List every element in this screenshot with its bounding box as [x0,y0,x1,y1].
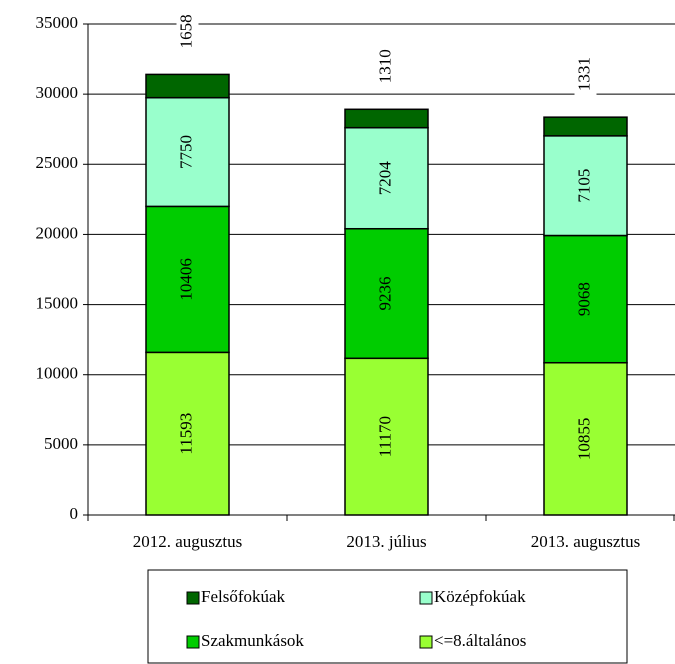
bar-segment [543,135,628,237]
bar-segment [543,116,628,137]
y-tick-label: 20000 [36,223,79,242]
bar-segment [344,227,429,360]
legend-swatch [186,591,200,605]
y-tick-label: 35000 [36,13,79,32]
legend-label: <=8.általános [434,631,526,650]
bar-segment [344,126,429,230]
bar-segment [543,361,628,516]
value-label: 1310 [375,49,394,83]
value-label: 11170 [375,416,394,457]
y-tick-label: 0 [70,504,79,523]
value-label: 9068 [574,282,593,316]
value-label: 1331 [574,57,593,91]
y-tick-label: 5000 [44,434,78,453]
x-tick-label: 2012. augusztus [133,532,243,551]
legend-label: Szakmunkások [201,631,304,650]
value-label: 7204 [375,161,394,196]
legend-label: Felsőfokúak [201,587,286,606]
value-label: 10406 [176,258,195,301]
y-tick-label: 15000 [36,293,79,312]
label-bg [176,7,199,56]
value-label: 7750 [176,135,195,169]
bar-segment [145,73,230,99]
legend-swatch [186,635,200,649]
legend-swatch [419,591,433,605]
bar-segment [344,108,429,129]
x-tick-label: 2013. július [346,532,426,551]
value-label: 10855 [574,418,593,461]
bar-segment [145,351,230,516]
bar-segment [543,234,628,364]
value-label: 1658 [176,14,195,48]
x-tick-label: 2013. augusztus [531,532,641,551]
legend-label: Középfokúak [434,587,526,606]
y-tick-label: 30000 [36,83,79,102]
value-label: 9236 [375,277,394,311]
legend-box [147,569,628,664]
value-label: 7105 [574,169,593,203]
label-bg [574,50,597,99]
bar-segment [344,357,429,516]
value-label: 11593 [176,413,195,455]
label-bg [375,42,398,91]
y-tick-label: 10000 [36,364,79,383]
legend-swatch [419,635,433,649]
y-tick-label: 25000 [36,153,79,172]
